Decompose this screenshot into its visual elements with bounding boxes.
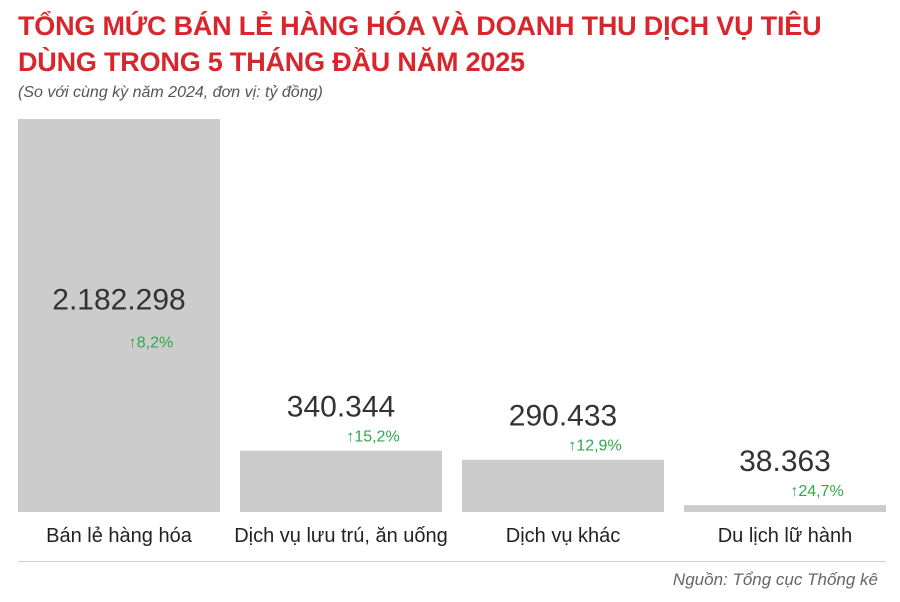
growth-value: 15,2% [354, 429, 399, 446]
value-label-1: 2.182.298 [52, 284, 185, 317]
up-arrow-icon: ↑ [790, 483, 798, 500]
chart-subtitle: (So với cùng kỳ năm 2024, đơn vị: tỷ đồn… [18, 84, 323, 101]
category-label-3: Dịch vụ khác [506, 525, 621, 547]
up-arrow-icon: ↑ [568, 438, 576, 455]
growth-label-4: ↑24,7% [790, 483, 843, 500]
bar-chart: 2.182.298↑8,2%Bán lẻ hàng hóa340.344↑15,… [18, 119, 886, 547]
category-label-1: Bán lẻ hàng hóa [46, 525, 193, 547]
category-label-2: Dịch vụ lưu trú, ăn uống [234, 525, 448, 547]
up-arrow-icon: ↑ [346, 429, 354, 446]
growth-value: 12,9% [576, 438, 621, 455]
up-arrow-icon: ↑ [129, 335, 137, 352]
value-label-2: 340.344 [287, 391, 395, 424]
growth-value: 8,2% [137, 335, 173, 352]
bar-3 [462, 459, 664, 512]
growth-label-2: ↑15,2% [346, 429, 399, 446]
bar-4 [684, 505, 886, 512]
category-label-4: Du lịch lữ hành [718, 525, 853, 547]
chart-title: TỔNG MỨC BÁN LẺ HÀNG HÓA VÀ DOANH THU DỊ… [18, 11, 822, 77]
value-label-4: 38.363 [739, 445, 831, 478]
footer-divider [18, 561, 886, 562]
growth-label-3: ↑12,9% [568, 438, 621, 455]
growth-value: 24,7% [798, 483, 843, 500]
source-note: Nguồn: Tổng cục Thống kê [672, 570, 878, 589]
bar-2 [240, 450, 442, 512]
value-label-3: 290.433 [509, 400, 617, 433]
bar-1 [18, 119, 220, 512]
growth-label-1: ↑8,2% [129, 335, 173, 352]
